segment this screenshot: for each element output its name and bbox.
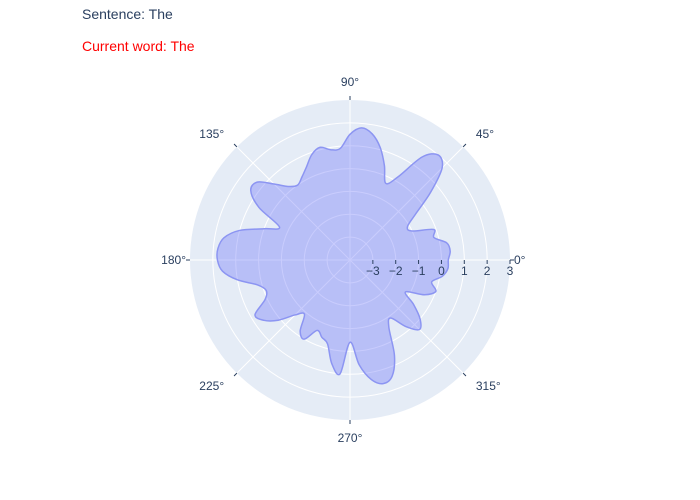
angular-tick-mark [233,372,238,377]
current-word-annotation: Current word: The [82,38,195,54]
radial-tick-label: −1 [412,264,426,278]
angular-grid-line [349,259,464,374]
angular-tick-label: 0° [514,253,526,267]
radial-tick-label: 2 [484,264,491,278]
angular-tick-mark [462,143,467,148]
sentence-annotation: Sentence: The [82,6,173,22]
radial-tick-label: 1 [461,264,468,278]
angular-axis: 0° 45° 90° 135° 180° 225° 270° 315° [161,75,526,445]
angular-grid-line [236,259,351,374]
radial-tick-label: −2 [389,264,403,278]
angular-grid-line [349,146,464,261]
angular-tick-label: 45° [476,127,494,141]
radial-tick-label: −3 [366,264,380,278]
angular-tick-mark [462,372,467,377]
angular-tick-mark [233,143,238,148]
angular-tick-label: 180° [161,253,186,267]
angular-grid-line [236,146,351,261]
radial-tick-label: 0 [438,264,445,278]
radial-axis: −3 −2 −1 0 1 2 3 [366,260,514,278]
angular-grid [190,100,510,420]
series-area[interactable] [216,127,451,385]
angular-tick-label: 135° [199,127,224,141]
angular-tick-label: 315° [476,379,501,393]
angular-tick-label: 270° [338,431,363,445]
radial-tick-label: 3 [507,264,514,278]
angular-tick-label: 225° [199,379,224,393]
angular-tick-label: 90° [341,75,359,89]
